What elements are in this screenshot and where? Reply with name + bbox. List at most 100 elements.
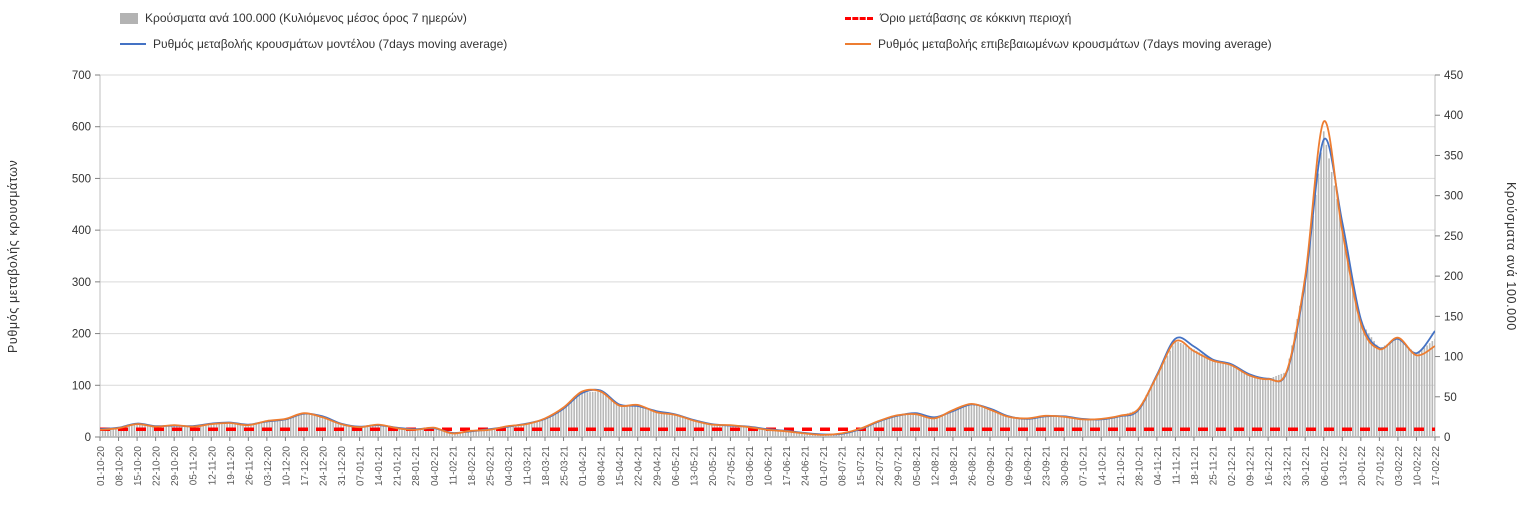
bar bbox=[1328, 158, 1330, 437]
x-tick-label: 09-12-21 bbox=[1246, 446, 1257, 486]
bar bbox=[1428, 343, 1431, 437]
bar bbox=[1285, 371, 1288, 437]
bar bbox=[798, 432, 801, 437]
bar bbox=[835, 434, 838, 437]
x-tick-label: 06-01-22 bbox=[1320, 446, 1331, 486]
bar bbox=[671, 414, 673, 437]
bar bbox=[1050, 416, 1052, 437]
bar bbox=[218, 423, 220, 437]
bar bbox=[390, 427, 393, 437]
bar bbox=[583, 392, 586, 437]
bar bbox=[1291, 345, 1293, 437]
bar bbox=[1209, 358, 1211, 437]
bar bbox=[123, 427, 125, 437]
x-tick-label: 04-11-21 bbox=[1153, 446, 1164, 486]
x-tick-label: 19-08-21 bbox=[949, 446, 960, 486]
bar bbox=[968, 404, 970, 437]
bar bbox=[530, 422, 533, 437]
bar bbox=[936, 416, 938, 437]
bar bbox=[289, 417, 292, 437]
bar bbox=[652, 411, 655, 437]
bar bbox=[144, 425, 146, 437]
bar bbox=[872, 423, 875, 437]
bar bbox=[544, 418, 546, 437]
x-tick-label: 19-11-20 bbox=[226, 446, 237, 486]
bar bbox=[379, 425, 382, 437]
bar bbox=[398, 428, 401, 437]
bar bbox=[393, 427, 395, 437]
y-axis-left: 0 100 200 300 400 500 600 700 bbox=[72, 70, 100, 444]
x-tick-label: 08-04-21 bbox=[597, 446, 608, 486]
bar bbox=[1171, 345, 1174, 437]
bar bbox=[1293, 332, 1296, 437]
x-tick-label: 15-04-21 bbox=[615, 446, 626, 486]
bar bbox=[989, 408, 991, 437]
bar bbox=[578, 394, 581, 437]
bar bbox=[1071, 417, 1073, 437]
bar bbox=[173, 425, 175, 437]
bar bbox=[157, 426, 160, 437]
bar bbox=[292, 416, 295, 437]
x-tick-label: 20-05-21 bbox=[708, 446, 719, 486]
bar bbox=[525, 424, 528, 437]
x-tick-label: 10-06-21 bbox=[764, 446, 775, 486]
x-tick-label: 25-11-21 bbox=[1209, 446, 1220, 486]
x-tick-label: 18-11-21 bbox=[1190, 446, 1201, 486]
bar bbox=[512, 425, 515, 437]
bar bbox=[745, 427, 748, 437]
bar bbox=[915, 413, 917, 437]
bar bbox=[1193, 349, 1195, 437]
legend-item-cases-bars: Κρούσματα ανά 100.000 (Κυλιόμενος μέσος … bbox=[120, 11, 467, 25]
bar bbox=[909, 414, 912, 437]
bar bbox=[1309, 237, 1312, 437]
bar bbox=[1338, 212, 1341, 437]
bar bbox=[1116, 416, 1118, 437]
bar bbox=[1108, 417, 1110, 437]
bar bbox=[782, 431, 785, 437]
bar bbox=[120, 427, 122, 437]
x-tick-label: 01-10-20 bbox=[96, 446, 107, 486]
bar bbox=[1296, 318, 1299, 437]
x-tick-label: 12-11-20 bbox=[207, 446, 218, 486]
bar bbox=[1121, 415, 1124, 437]
bar bbox=[205, 424, 207, 437]
bar bbox=[1140, 404, 1142, 437]
bar bbox=[107, 429, 109, 437]
x-tick-label: 13-01-22 bbox=[1338, 446, 1349, 486]
bar bbox=[840, 433, 843, 437]
x-tick-label: 29-04-21 bbox=[652, 446, 663, 486]
bar bbox=[1174, 340, 1177, 437]
bar bbox=[432, 428, 435, 437]
bar bbox=[1007, 416, 1010, 437]
y-right-tick-label: 50 bbox=[1444, 392, 1457, 404]
bar bbox=[838, 433, 840, 437]
bar bbox=[483, 430, 485, 437]
bar bbox=[1362, 325, 1365, 437]
bar bbox=[729, 425, 732, 437]
x-tick-label: 22-07-21 bbox=[875, 446, 886, 486]
bar bbox=[1113, 417, 1116, 437]
bar bbox=[443, 430, 446, 437]
bar bbox=[610, 398, 613, 437]
bar bbox=[1018, 417, 1020, 437]
bar bbox=[668, 413, 671, 437]
bar bbox=[1402, 342, 1405, 437]
bar bbox=[938, 415, 941, 437]
x-tick-label: 27-05-21 bbox=[726, 446, 737, 486]
bar bbox=[1418, 351, 1420, 437]
bar bbox=[573, 399, 575, 437]
bar bbox=[1124, 414, 1126, 437]
bar bbox=[1333, 185, 1336, 437]
bar bbox=[305, 414, 308, 437]
bar bbox=[186, 426, 189, 437]
bar bbox=[724, 425, 726, 437]
x-tick-label: 15-10-20 bbox=[133, 446, 144, 486]
bar bbox=[949, 411, 952, 437]
bar bbox=[1389, 342, 1391, 437]
threshold-dash-icon bbox=[845, 16, 873, 20]
x-tick-label: 12-08-21 bbox=[930, 446, 941, 486]
bar bbox=[403, 428, 406, 437]
bar bbox=[406, 429, 409, 437]
bar bbox=[1058, 416, 1060, 437]
bar bbox=[885, 418, 888, 437]
